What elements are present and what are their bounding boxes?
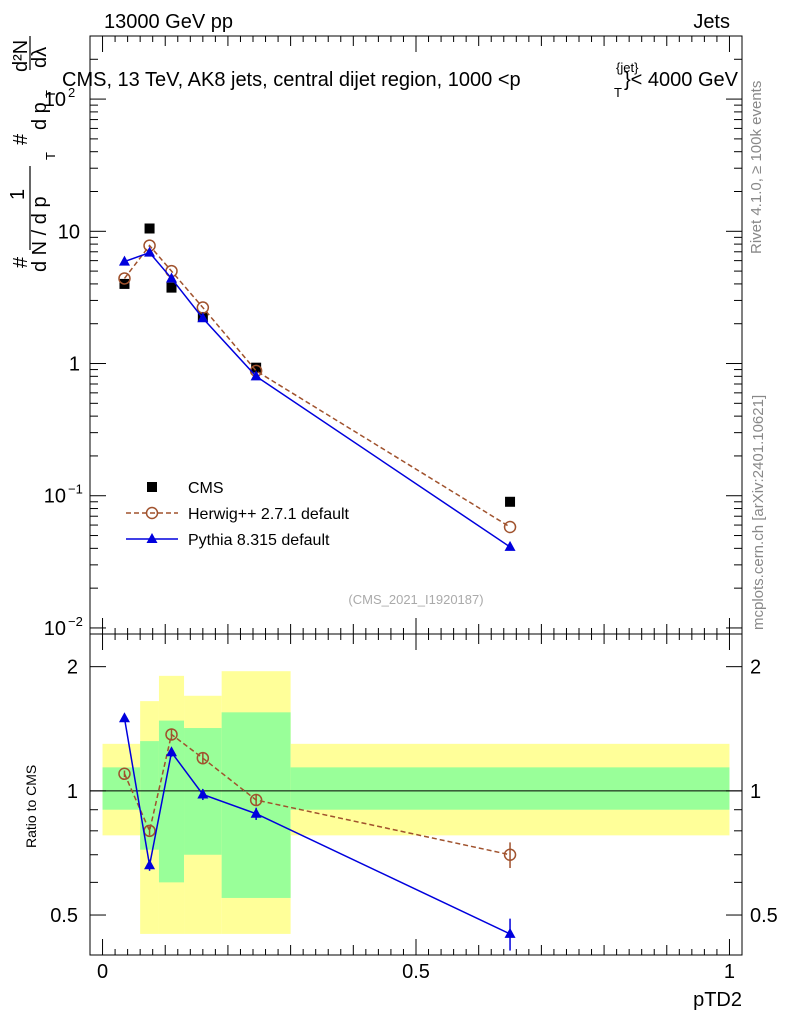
ratio-point-0-2 <box>165 728 178 741</box>
ylabel-hash-2: # <box>10 133 32 145</box>
x-axis-label: pTD2 <box>693 989 742 1011</box>
legend-label-1: Herwig++ 2.7.1 default <box>188 506 350 523</box>
y-tick-label-main: 10 <box>58 221 80 243</box>
series-line-1 <box>123 244 511 528</box>
plot-title-tail: }< 4000 GeV <box>624 69 739 91</box>
mcplots-label: mcplots.cern.ch [arXiv:2401.10621] <box>750 395 767 630</box>
y-tick-label-main: 10 <box>44 486 66 508</box>
data-point-1-0 <box>118 272 131 285</box>
ratio-point-1-0 <box>118 712 130 723</box>
legend-marker-2 <box>146 533 158 543</box>
legend-label-0: CMS <box>188 480 224 497</box>
ratio-point-1-1 <box>144 859 156 870</box>
ratio-point-0-5 <box>503 848 517 861</box>
band-green-5 <box>290 767 730 810</box>
rivet-label: Rivet 4.1.0, ≥ 100k events <box>748 81 765 254</box>
ratio-point-1-5 <box>504 927 516 938</box>
ratio-point-0-4 <box>249 793 263 807</box>
ylabel-dlambda: dλ <box>29 47 51 68</box>
ylabel-hash-1: # <box>10 256 32 268</box>
y-tick-label-ratio: 2 <box>67 657 78 679</box>
band-green-2 <box>158 720 185 883</box>
data-point-0-4 <box>251 362 262 373</box>
energy-label: 13000 GeV pp <box>104 11 233 33</box>
data-point-0-2 <box>166 282 177 293</box>
y-tick-label-main: 1 <box>69 354 80 376</box>
ratio-point-1-3 <box>197 788 209 799</box>
y-tick-label-main: 10 <box>44 89 66 111</box>
data-point-2-1 <box>144 246 156 257</box>
data-point-2-2 <box>166 272 177 283</box>
ylabel-one: 1 <box>7 189 29 200</box>
y-axis-label-main: # 1 d N / d p T # d p T d²N dλ <box>7 36 58 272</box>
data-point-0-5 <box>505 496 516 507</box>
ratio-point-1-4 <box>250 807 262 818</box>
y-tick-label-main: 10 <box>44 618 66 640</box>
ratio-point-0-3 <box>196 751 210 765</box>
ratio-line-1 <box>123 718 511 935</box>
y-tick-label-ratio-right: 2 <box>750 657 761 679</box>
ylabel-d2n: d²N <box>10 40 32 72</box>
y-tick-label-ratio-right: 0.5 <box>750 905 778 927</box>
ratio-point-0-0 <box>118 767 131 781</box>
ylabel-t-sub-2: T <box>43 90 58 98</box>
x-tick-label: 1 <box>724 961 735 983</box>
plot-title-text: CMS, 13 TeV, AK8 jets, central dijet reg… <box>62 69 521 91</box>
ylabel-dpt: d p <box>29 102 51 130</box>
data-point-0-1 <box>144 223 155 234</box>
y-tick-label-main-exp: 2 <box>68 85 75 100</box>
y-tick-label-ratio: 0.5 <box>50 905 78 927</box>
analysis-label: (CMS_2021_I1920187) <box>348 592 483 607</box>
ratio-point-1-2 <box>166 746 177 757</box>
y-tick-label-ratio: 1 <box>67 781 78 803</box>
category-label: Jets <box>693 11 730 33</box>
ratio-line-0 <box>123 733 511 856</box>
ratio-panel: 0.5 0.5 1 1 2 2 0 0.5 1 <box>50 633 778 983</box>
data-point-2-5 <box>504 540 516 551</box>
ylabel-dndpt: d N / d p <box>29 196 51 272</box>
data-point-2-0 <box>118 255 130 266</box>
data-point-2-3 <box>197 312 209 323</box>
y-tick-label-main-exp: −2 <box>68 614 83 629</box>
data-point-1-5 <box>503 520 517 534</box>
plot-title: CMS, 13 TeV, AK8 jets, central dijet reg… <box>62 60 739 100</box>
legend-marker-0 <box>147 482 157 492</box>
series-line-2 <box>124 251 511 548</box>
y-tick-label-ratio-right: 1 <box>750 781 761 803</box>
plot-title-sub: T <box>614 85 622 100</box>
legend-marker-1 <box>145 506 159 520</box>
ylabel-t-sub: T <box>43 152 58 160</box>
data-point-2-4 <box>250 370 262 381</box>
band-green-1 <box>140 741 159 850</box>
x-tick-label: 0 <box>97 961 108 983</box>
y-axis-label-ratio: Ratio to CMS <box>23 765 39 848</box>
plot-title-sup: {jet} <box>616 60 639 75</box>
y-tick-label-main-exp: −1 <box>68 482 83 497</box>
x-tick-label: 0.5 <box>402 961 430 983</box>
legend-label-2: Pythia 8.315 default <box>188 532 330 549</box>
